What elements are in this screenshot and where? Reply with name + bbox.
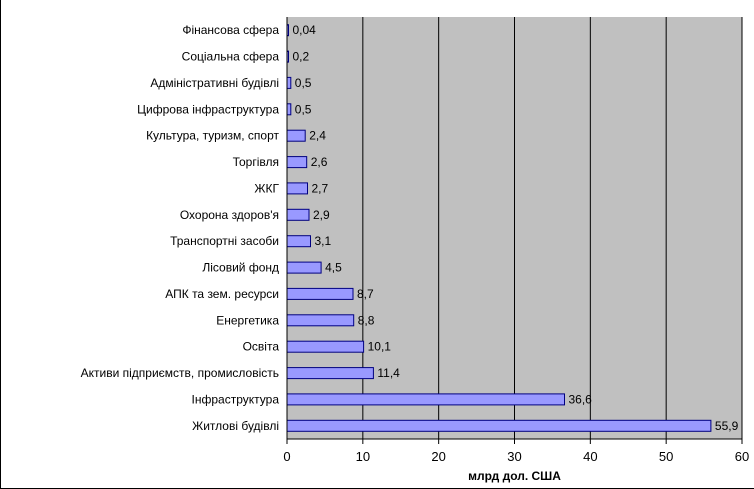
data-label-1: 0,2	[293, 50, 310, 64]
category-label-11: Енергетика	[216, 313, 279, 327]
bar-8	[286, 235, 311, 248]
tick-label-1: 10	[356, 449, 370, 464]
data-label-3: 0,5	[295, 102, 312, 116]
data-label-2: 0,5	[295, 76, 312, 90]
bar-14	[286, 393, 565, 406]
data-label-7: 2,9	[313, 208, 330, 222]
data-label-0: 0,04	[293, 23, 317, 37]
category-label-14: Інфраструктура	[192, 392, 280, 406]
category-label-15: Житлові будівлі	[192, 419, 279, 433]
tick-label-0: 0	[283, 449, 290, 464]
bar-3	[286, 103, 292, 116]
tick-label-3: 30	[507, 449, 521, 464]
category-label-13: Активи підприємств, промисловість	[81, 366, 279, 380]
category-label-9: Лісовий фонд	[202, 261, 279, 275]
category-label-6: ЖКГ	[254, 181, 279, 195]
bar-13	[286, 367, 374, 380]
bar-5	[286, 156, 308, 169]
data-label-15: 55,9	[715, 419, 739, 433]
bar-9	[286, 261, 322, 274]
category-label-10: АПК та зем. ресурси	[165, 287, 279, 301]
tick-label-5: 50	[659, 449, 673, 464]
data-label-11: 8,8	[358, 313, 375, 327]
category-labels: Фінансова сфера Соціальна сфера Адміністра…	[81, 23, 280, 433]
bar-11	[286, 314, 355, 327]
category-label-4: Культура, туризм, спорт	[146, 129, 279, 143]
data-label-14: 36,6	[569, 392, 593, 406]
data-label-5: 2,6	[311, 155, 328, 169]
category-label-1: Соціальна сфера	[182, 50, 280, 64]
category-label-7: Охорона здоров'я	[180, 208, 279, 222]
data-label-10: 8,7	[357, 287, 374, 301]
tick-label-4: 40	[583, 449, 597, 464]
category-label-8: Транспортні засоби	[170, 234, 279, 248]
data-label-6: 2,7	[312, 181, 329, 195]
category-label-5: Торгівля	[233, 155, 279, 169]
x-axis-title: млрд дол. США	[468, 469, 561, 483]
data-label-13: 11,4	[377, 366, 400, 380]
data-labels: 0,04 0,2 0,5 0,5 2,4 2,6 2,7 2,9 3,1 4,5 8,7 8,8 10,…	[293, 23, 739, 433]
x-axis-ticks: 0 10 20 30 40 50 60	[283, 439, 749, 464]
category-label-0: Фінансова сфера	[182, 23, 279, 37]
bar-4	[286, 129, 306, 142]
bar-12	[286, 340, 365, 353]
tick-label-6: 60	[735, 449, 749, 464]
bar-6	[286, 182, 308, 195]
bar-10	[286, 287, 354, 300]
bars	[286, 24, 712, 432]
category-label-2: Адміністративні будівлі	[150, 76, 279, 90]
bar-2	[286, 76, 292, 89]
bar-7	[286, 208, 310, 221]
data-label-8: 3,1	[315, 234, 332, 248]
bar-15	[286, 419, 712, 432]
category-label-12: Освіта	[243, 340, 280, 354]
tick-label-2: 20	[431, 449, 445, 464]
category-label-3: Цифрова інфраструктура	[137, 102, 279, 116]
data-label-4: 2,4	[309, 129, 326, 143]
data-label-12: 10,1	[368, 340, 392, 354]
data-label-9: 4,5	[325, 261, 342, 275]
